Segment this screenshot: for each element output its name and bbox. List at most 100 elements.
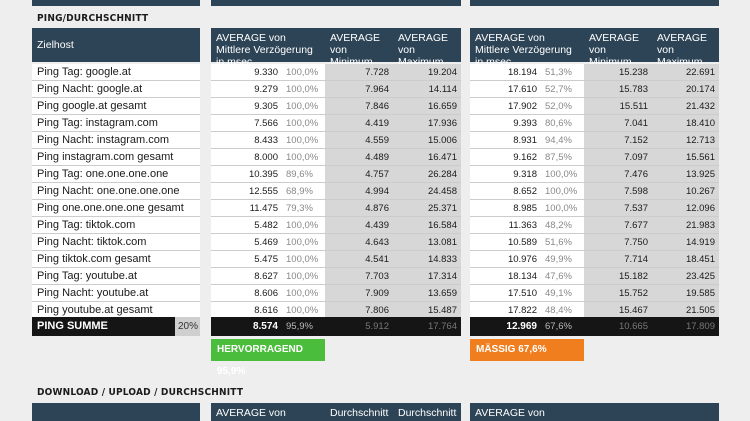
cell-a-max: 26.284 bbox=[393, 166, 461, 183]
header-a-max: AVERAGE von Maximum bbox=[393, 28, 461, 68]
cell-a-pct: 100,0% bbox=[282, 217, 325, 234]
header-a-avg: AVERAGE von Mittlere Verzögerung in msec bbox=[211, 28, 325, 68]
row-label: Ping Nacht: google.at bbox=[32, 81, 200, 98]
summary-b-avg: 12.969 bbox=[470, 317, 541, 336]
cell-a-avg: 5.482 bbox=[211, 217, 282, 234]
summary-a-pct: 95,9% bbox=[282, 317, 325, 336]
download-header-a-avg: AVERAGE von bbox=[211, 403, 325, 421]
cell-b-avg: 10.589 bbox=[470, 234, 541, 251]
cell-b-pct: 49,9% bbox=[541, 251, 584, 268]
cell-a-avg: 8.000 bbox=[211, 149, 282, 166]
cell-a-pct: 100,0% bbox=[282, 251, 325, 268]
header-b-avg: AVERAGE von Mittlere Verzögerung in msec bbox=[470, 28, 584, 68]
cell-b-min: 7.476 bbox=[584, 166, 652, 183]
row-label: Ping Nacht: youtube.at bbox=[32, 285, 200, 302]
cell-b-avg: 9.318 bbox=[470, 166, 541, 183]
cell-a-max: 19.204 bbox=[393, 64, 461, 81]
cell-a-min: 4.419 bbox=[325, 115, 393, 132]
cell-b-max: 15.561 bbox=[652, 149, 719, 166]
cell-a-min: 4.541 bbox=[325, 251, 393, 268]
cell-a-avg: 8.606 bbox=[211, 285, 282, 302]
cell-a-min: 4.643 bbox=[325, 234, 393, 251]
cell-a-pct: 100,0% bbox=[282, 149, 325, 166]
cell-a-min: 4.559 bbox=[325, 132, 393, 149]
summary-b-pct: 67,6% bbox=[541, 317, 584, 336]
ping-summe-weight: 20% bbox=[175, 317, 200, 336]
cell-a-max: 25.371 bbox=[393, 200, 461, 217]
row-label: Ping Nacht: instagram.com bbox=[32, 132, 200, 149]
cell-a-avg: 5.475 bbox=[211, 251, 282, 268]
cell-a-avg: 8.627 bbox=[211, 268, 282, 285]
cell-b-pct: 100,0% bbox=[541, 166, 584, 183]
cell-b-pct: 94,4% bbox=[541, 132, 584, 149]
cell-b-max: 19.585 bbox=[652, 285, 719, 302]
cell-a-avg: 9.279 bbox=[211, 81, 282, 98]
cell-a-avg: 8.433 bbox=[211, 132, 282, 149]
cell-b-pct: 51,3% bbox=[541, 64, 584, 81]
cell-b-min: 7.152 bbox=[584, 132, 652, 149]
cell-b-avg: 9.162 bbox=[470, 149, 541, 166]
cell-b-max: 13.925 bbox=[652, 166, 719, 183]
cell-b-max: 10.267 bbox=[652, 183, 719, 200]
rating-badge-b: MÄSSIG 67,6% bbox=[470, 339, 584, 361]
download-header-a-c3: Durchschnitt bbox=[393, 403, 461, 421]
cell-a-max: 16.584 bbox=[393, 217, 461, 234]
cell-b-min: 7.714 bbox=[584, 251, 652, 268]
cell-a-pct: 79,3% bbox=[282, 200, 325, 217]
header-zielhost: Zielhost bbox=[32, 28, 200, 62]
cell-a-pct: 100,0% bbox=[282, 285, 325, 302]
cell-b-avg: 18.194 bbox=[470, 64, 541, 81]
cell-a-max: 13.081 bbox=[393, 234, 461, 251]
cell-b-avg: 10.976 bbox=[470, 251, 541, 268]
cell-a-pct: 100,0% bbox=[282, 81, 325, 98]
cell-b-avg: 17.610 bbox=[470, 81, 541, 98]
cell-a-avg: 9.330 bbox=[211, 64, 282, 81]
cell-b-pct: 80,6% bbox=[541, 115, 584, 132]
summary-a-max: 17.764 bbox=[393, 317, 461, 336]
summary-a-avg: 8.574 bbox=[211, 317, 282, 336]
top-strip-b bbox=[470, 0, 719, 6]
row-label: Ping google.at gesamt bbox=[32, 98, 200, 115]
summary-b-min: 10.665 bbox=[584, 317, 652, 336]
cell-b-avg: 8.985 bbox=[470, 200, 541, 217]
row-label: Ping Nacht: one.one.one.one bbox=[32, 183, 200, 200]
cell-b-max: 12.713 bbox=[652, 132, 719, 149]
cell-b-min: 7.041 bbox=[584, 115, 652, 132]
cell-b-avg: 17.902 bbox=[470, 98, 541, 115]
cell-b-pct: 100,0% bbox=[541, 183, 584, 200]
cell-a-min: 7.964 bbox=[325, 81, 393, 98]
cell-b-max: 21.983 bbox=[652, 217, 719, 234]
cell-b-pct: 87,5% bbox=[541, 149, 584, 166]
cell-a-pct: 89,6% bbox=[282, 166, 325, 183]
cell-b-pct: 100,0% bbox=[541, 200, 584, 217]
cell-b-avg: 11.363 bbox=[470, 217, 541, 234]
cell-b-min: 7.598 bbox=[584, 183, 652, 200]
cell-b-avg: 9.393 bbox=[470, 115, 541, 132]
cell-a-max: 15.006 bbox=[393, 132, 461, 149]
row-label: Ping Tag: google.at bbox=[32, 64, 200, 81]
cell-a-max: 24.458 bbox=[393, 183, 461, 200]
cell-b-max: 23.425 bbox=[652, 268, 719, 285]
header-b-max: AVERAGE von Maximum bbox=[652, 28, 719, 68]
cell-b-max: 22.691 bbox=[652, 64, 719, 81]
download-header-a-c2: Durchschnitt bbox=[325, 403, 393, 421]
cell-a-pct: 100,0% bbox=[282, 64, 325, 81]
cell-a-min: 4.994 bbox=[325, 183, 393, 200]
cell-b-pct: 52,0% bbox=[541, 98, 584, 115]
download-header-zielhost bbox=[32, 403, 200, 421]
cell-a-pct: 68,9% bbox=[282, 183, 325, 200]
cell-a-min: 7.703 bbox=[325, 268, 393, 285]
cell-a-min: 4.439 bbox=[325, 217, 393, 234]
cell-a-avg: 10.395 bbox=[211, 166, 282, 183]
row-label: Ping Tag: youtube.at bbox=[32, 268, 200, 285]
cell-a-avg: 5.469 bbox=[211, 234, 282, 251]
cell-a-pct: 100,0% bbox=[282, 234, 325, 251]
cell-b-pct: 52,7% bbox=[541, 81, 584, 98]
section-title-download: DOWNLOAD / UPLOAD / DURCHSCHNITT bbox=[37, 387, 244, 398]
row-label: Ping Tag: instagram.com bbox=[32, 115, 200, 132]
cell-b-min: 7.677 bbox=[584, 217, 652, 234]
cell-a-max: 16.659 bbox=[393, 98, 461, 115]
cell-b-max: 18.451 bbox=[652, 251, 719, 268]
download-header-b-avg: AVERAGE von bbox=[470, 403, 719, 421]
cell-b-max: 21.432 bbox=[652, 98, 719, 115]
